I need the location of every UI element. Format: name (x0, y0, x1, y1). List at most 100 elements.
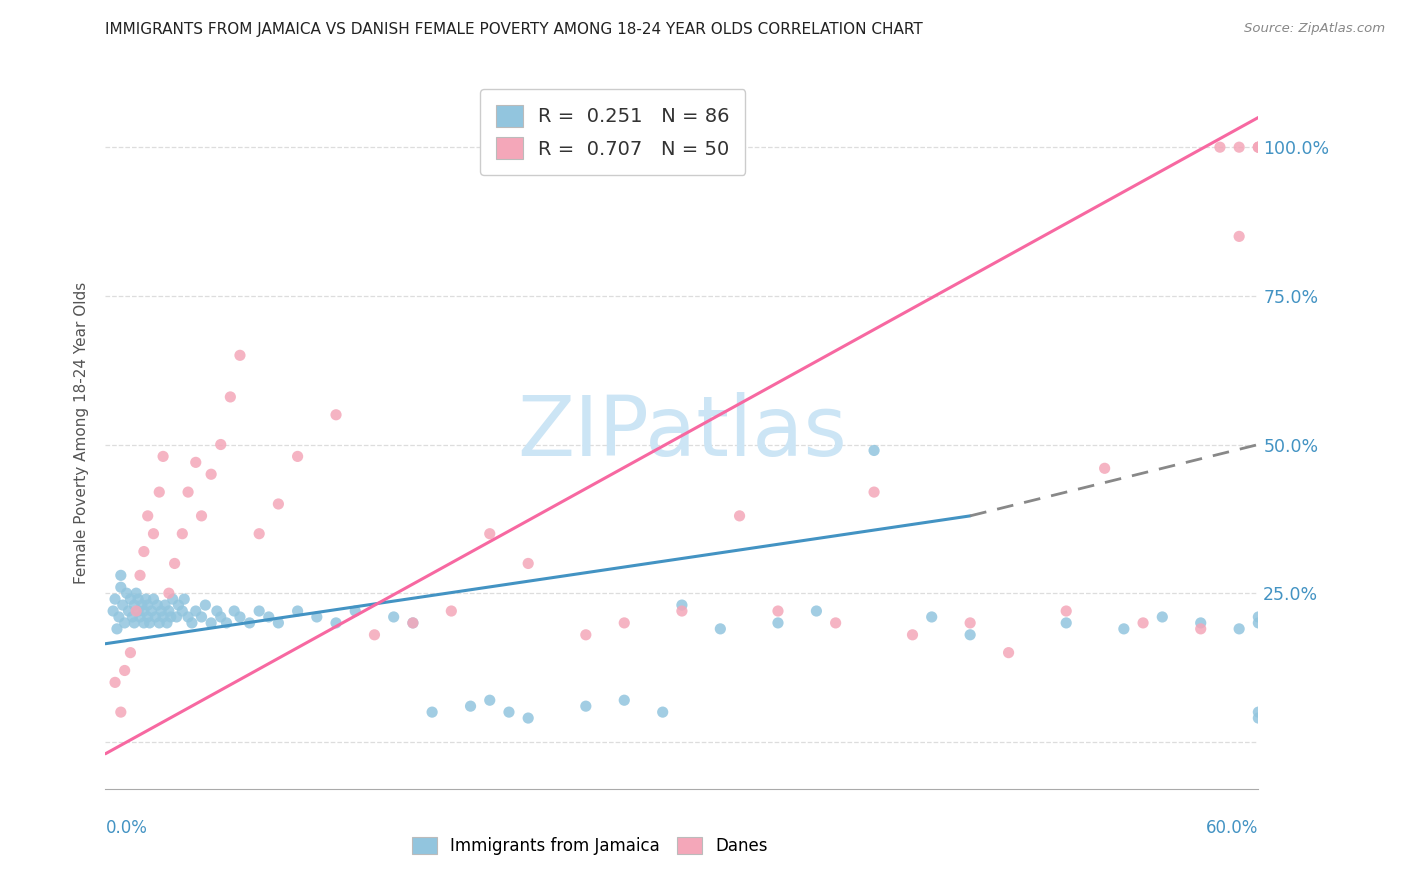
Point (159, 610, 181, 624)
Point (267, 497, 290, 511)
Point (1189, 615, 1212, 630)
Point (142, 526, 165, 541)
Point (921, 610, 943, 624)
Text: 0.0%: 0.0% (105, 819, 148, 837)
Point (863, 443, 886, 458)
Point (709, 622, 731, 636)
Point (325, 408, 347, 422)
Point (115, 586, 138, 600)
Point (124, 615, 146, 630)
Point (863, 485, 886, 500)
Point (257, 610, 280, 624)
Point (108, 610, 131, 624)
Point (114, 615, 136, 630)
Point (1112, 622, 1135, 636)
Point (132, 544, 155, 558)
Text: ZIPatlas: ZIPatlas (517, 392, 846, 473)
Point (127, 592, 149, 607)
Point (460, 699, 482, 714)
Point (1189, 622, 1212, 636)
Point (125, 604, 148, 618)
Point (1054, 604, 1077, 618)
Point (1247, 140, 1270, 154)
Point (1247, 615, 1270, 630)
Point (132, 604, 155, 618)
Legend: R =  0.251   N = 86, R =  0.707   N = 50: R = 0.251 N = 86, R = 0.707 N = 50 (479, 89, 745, 175)
Point (215, 615, 238, 630)
Point (190, 508, 212, 523)
Point (959, 615, 981, 630)
Point (1132, 615, 1154, 630)
Point (163, 557, 186, 571)
Point (1247, 705, 1270, 719)
Point (247, 526, 270, 541)
Point (190, 610, 212, 624)
Point (110, 705, 132, 719)
Point (120, 592, 142, 607)
Point (229, 610, 252, 624)
Point (478, 526, 501, 541)
Point (363, 628, 385, 642)
Point (219, 390, 242, 404)
Point (177, 485, 200, 500)
Point (184, 604, 207, 618)
Point (194, 598, 217, 612)
Point (287, 450, 309, 464)
Point (517, 711, 540, 725)
Point (145, 610, 167, 624)
Point (824, 615, 846, 630)
Point (1152, 610, 1174, 624)
Point (181, 615, 204, 630)
Point (172, 526, 194, 541)
Point (287, 604, 309, 618)
Point (136, 610, 159, 624)
Point (1094, 461, 1116, 475)
Point (125, 586, 148, 600)
Point (1247, 711, 1270, 725)
Point (110, 580, 132, 594)
Point (1227, 140, 1250, 154)
Point (127, 604, 149, 618)
Point (104, 592, 127, 607)
Point (101, 604, 124, 618)
Point (1209, 140, 1232, 154)
Point (651, 705, 673, 719)
Point (766, 604, 789, 618)
Point (239, 615, 262, 630)
Point (1227, 229, 1250, 244)
Point (613, 693, 636, 707)
Point (111, 598, 134, 612)
Point (184, 455, 207, 469)
Point (209, 610, 232, 624)
Point (420, 705, 443, 719)
Point (114, 664, 136, 678)
Point (613, 615, 636, 630)
Point (575, 628, 598, 642)
Point (152, 610, 174, 624)
Text: 60.0%: 60.0% (1206, 819, 1258, 837)
Point (498, 705, 520, 719)
Point (901, 628, 924, 642)
Point (152, 450, 174, 464)
Point (117, 604, 139, 618)
Point (135, 592, 157, 607)
Point (402, 615, 425, 630)
Point (156, 615, 179, 630)
Point (382, 610, 405, 624)
Point (120, 646, 142, 660)
Point (157, 586, 180, 600)
Point (766, 615, 789, 630)
Point (997, 646, 1019, 660)
Point (325, 615, 347, 630)
Point (209, 437, 232, 451)
Point (148, 485, 170, 500)
Point (1247, 610, 1270, 624)
Point (150, 604, 173, 618)
Point (131, 598, 153, 612)
Point (267, 615, 290, 630)
Point (478, 693, 501, 707)
Point (129, 568, 152, 582)
Point (205, 604, 228, 618)
Point (959, 628, 981, 642)
Point (129, 610, 152, 624)
